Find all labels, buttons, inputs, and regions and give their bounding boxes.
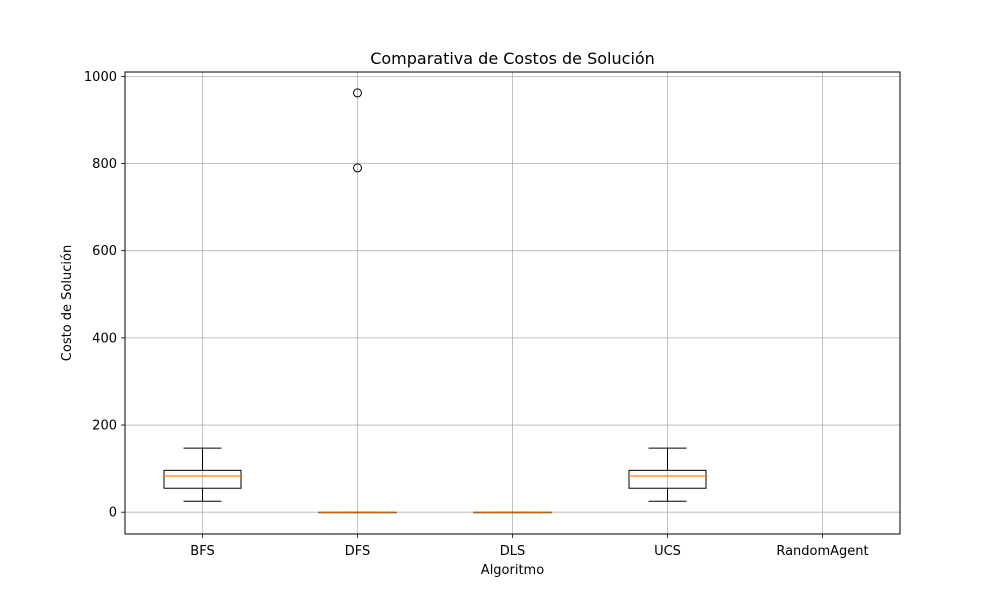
y-tick-label: 400 (92, 331, 117, 346)
x-tick-label: BFS (190, 544, 214, 559)
y-tick-label: 800 (92, 157, 117, 172)
y-tick-label: 600 (92, 244, 117, 259)
y-tick-label: 1000 (84, 70, 117, 85)
box-layer (163, 88, 707, 514)
x-tick-label: DLS (500, 544, 526, 559)
box-iqr (628, 469, 707, 489)
outlier-point (353, 88, 362, 98)
outlier-point (353, 163, 362, 173)
x-axis-label: Algoritmo (481, 563, 544, 578)
tick-layer: BFS DFS DLS UCS RandomAgent 0 200 400 600 800 1000 (84, 70, 869, 559)
y-axis-label: Costo de Solución (60, 245, 75, 361)
y-tick-label: 0 (109, 506, 117, 521)
box-iqr (163, 469, 242, 489)
x-tick-label: RandomAgent (776, 544, 868, 559)
x-tick-label: UCS (654, 544, 681, 559)
y-tick-label: 200 (92, 419, 117, 434)
chart-title: Comparativa de Costos de Solución (370, 49, 655, 68)
x-tick-label: DFS (345, 544, 371, 559)
